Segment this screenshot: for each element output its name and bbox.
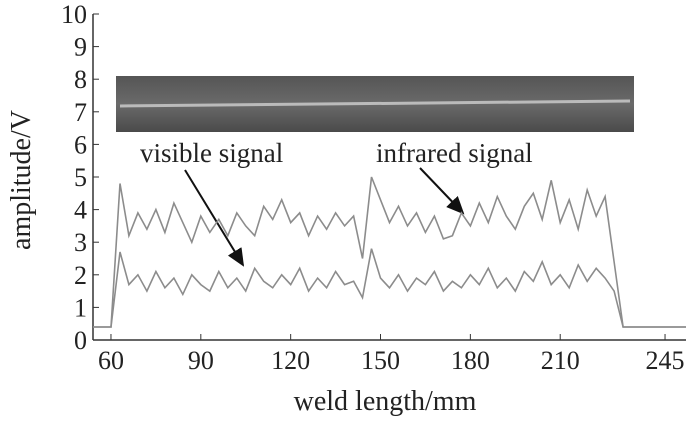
y-tick-label: 1 <box>74 293 87 322</box>
series-line <box>93 248 686 328</box>
annotation: visible signal <box>140 138 283 168</box>
annotation: infrared signal <box>376 138 533 168</box>
y-tick-label: 10 <box>61 0 87 29</box>
x-tick-label: 120 <box>271 346 310 375</box>
y-tick-label: 9 <box>74 33 87 62</box>
x-tick-label: 90 <box>188 346 214 375</box>
x-tick-label: 245 <box>646 346 685 375</box>
y-tick-label: 0 <box>74 326 87 355</box>
x-tick-label: 180 <box>451 346 490 375</box>
weld-seam <box>119 99 631 108</box>
x-tick-label: 60 <box>98 346 124 375</box>
y-tick-label: 8 <box>74 65 87 94</box>
y-tick-label: 3 <box>74 228 87 257</box>
annotation-arrow <box>184 169 245 267</box>
x-tick-label: 150 <box>361 346 400 375</box>
y-tick-label: 5 <box>74 163 87 192</box>
x-axis-label: weld length/mm <box>294 386 477 417</box>
annotation-arrow <box>419 167 465 215</box>
y-tick-label: 2 <box>74 261 87 290</box>
x-tick-label: 210 <box>541 346 580 375</box>
y-axis-label: amplitude/V <box>6 110 37 250</box>
series-line <box>93 176 686 328</box>
y-tick-label: 4 <box>74 196 87 225</box>
y-tick-label: 7 <box>74 98 87 127</box>
y-tick-label: 6 <box>74 130 87 159</box>
